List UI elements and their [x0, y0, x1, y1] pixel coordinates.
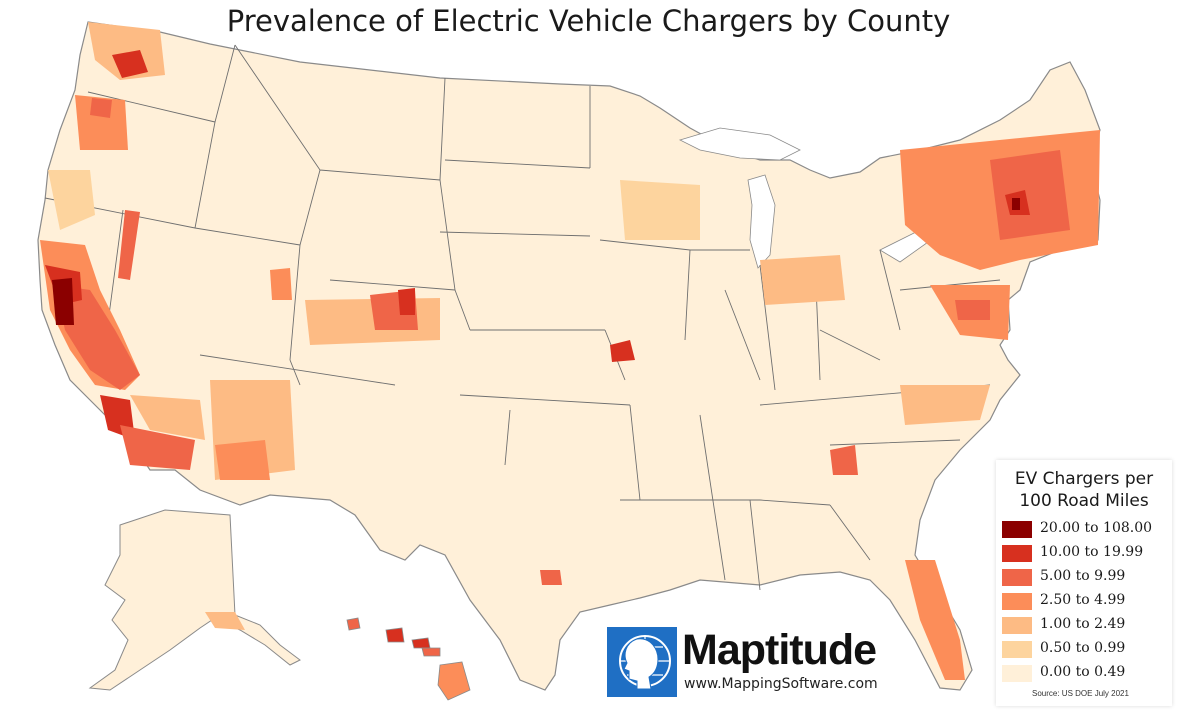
legend-swatch	[1002, 593, 1032, 610]
lake-superior	[678, 127, 801, 161]
legend-swatch	[1002, 665, 1032, 682]
legend-label: 0.50 to 0.99	[1040, 640, 1126, 656]
source-note: Source: US DOE July 2021	[1032, 689, 1129, 698]
legend-label: 10.00 to 19.99	[1040, 544, 1144, 560]
maptitude-brand[interactable]: Maptitude www.MappingSoftware.com	[606, 626, 900, 700]
maptitude-logo-icon	[607, 627, 677, 697]
globe-head-icon	[619, 635, 671, 690]
legend-swatch	[1002, 521, 1032, 538]
legend-title: EV Chargers per 100 Road Miles	[996, 468, 1172, 512]
brand-url[interactable]: www.MappingSoftware.com	[684, 676, 878, 692]
legend-label: 1.00 to 2.49	[1040, 616, 1126, 632]
state-boundaries	[44, 44, 1001, 591]
legend-title-line2: 100 Road Miles	[1019, 491, 1149, 511]
legend-label: 5.00 to 9.99	[1040, 568, 1126, 584]
map-title: Prevalence of Electric Vehicle Chargers …	[226, 4, 951, 38]
legend-swatch	[1002, 617, 1032, 634]
alaska	[88, 509, 301, 691]
county-shading	[40, 22, 1100, 680]
legend-swatch	[1002, 569, 1032, 586]
legend: EV Chargers per 100 Road Miles 20.00 to …	[996, 460, 1172, 706]
legend-title-line1: EV Chargers per	[1014, 469, 1154, 489]
legend-label: 2.50 to 4.99	[1040, 592, 1126, 608]
legend-swatch	[1002, 641, 1032, 658]
legend-label: 20.00 to 108.00	[1040, 520, 1153, 536]
contiguous-us-landmass	[37, 21, 1101, 691]
legend-label: 0.00 to 0.49	[1040, 664, 1126, 680]
legend-swatch	[1002, 545, 1032, 562]
brand-name: Maptitude	[682, 626, 877, 674]
hawaii	[346, 617, 471, 701]
